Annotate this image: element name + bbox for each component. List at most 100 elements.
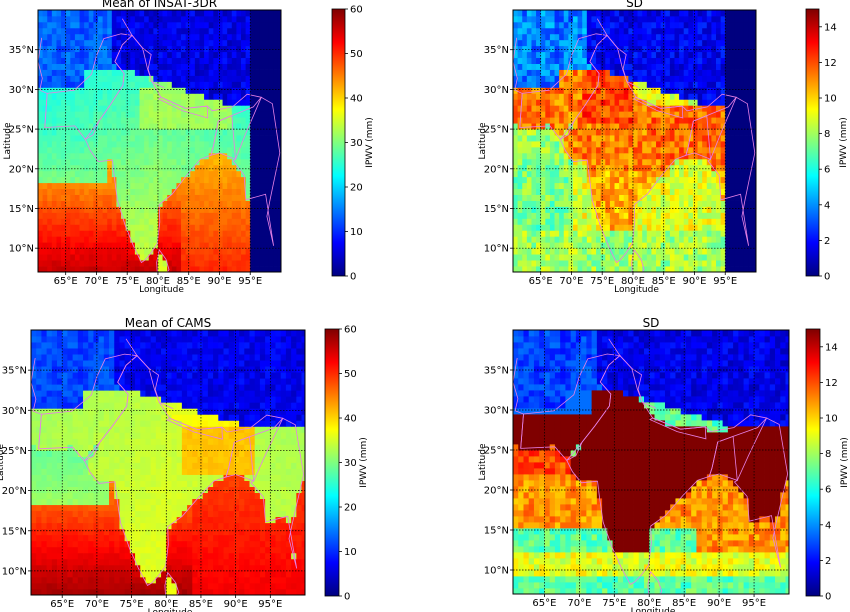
heatmap-cell <box>217 93 223 100</box>
heatmap-cell <box>93 588 100 595</box>
heatmap-cell <box>102 87 108 94</box>
heatmap-cell <box>706 10 712 17</box>
heatmap-cell <box>572 242 578 249</box>
heatmap-cell <box>628 15 634 23</box>
heatmap-cell <box>706 200 712 207</box>
heatmap-cell <box>545 266 551 272</box>
heatmap-cell <box>609 105 615 112</box>
heatmap-cell <box>517 33 523 41</box>
heatmap-cell <box>74 224 80 231</box>
heatmap-cell <box>250 123 256 130</box>
heatmap-cell <box>148 63 154 70</box>
heatmap-cell <box>250 182 256 190</box>
heatmap-cell <box>190 81 196 88</box>
heatmap-cell <box>277 129 281 136</box>
heatmap-cell <box>153 164 159 172</box>
heatmap-cell <box>609 45 615 53</box>
heatmap-cell <box>176 33 182 41</box>
heatmap-cell <box>236 123 242 130</box>
heatmap-cell <box>522 218 528 225</box>
heatmap-cell <box>208 27 214 35</box>
heatmap-cell <box>632 242 638 249</box>
heatmap-cell <box>93 200 99 207</box>
heatmap-cell <box>268 212 274 219</box>
heatmap-cell <box>614 15 620 23</box>
heatmap-cell <box>202 576 209 584</box>
heatmap-cell <box>227 15 233 23</box>
heatmap-cell <box>568 146 574 154</box>
heatmap-cell <box>554 212 560 219</box>
heatmap-cell <box>531 206 537 213</box>
heatmap-cell <box>513 117 519 124</box>
heatmap-cell <box>660 164 666 172</box>
heatmap-cell <box>157 254 163 261</box>
heatmap-cell <box>176 254 182 261</box>
heatmap-cell <box>748 63 754 70</box>
heatmap-cell <box>47 111 53 118</box>
heatmap-cell <box>559 146 565 154</box>
heatmap-cell <box>642 10 648 17</box>
heatmap-cell <box>702 248 708 255</box>
heatmap-cell <box>563 51 569 59</box>
heatmap-cell <box>277 111 281 118</box>
heatmap-cell <box>545 33 551 41</box>
heatmap-cell <box>259 45 265 53</box>
heatmap-cell <box>513 81 519 88</box>
heatmap-cell <box>517 266 523 272</box>
heatmap-cell <box>61 146 67 154</box>
heatmap-cell <box>245 146 251 154</box>
heatmap-cell <box>549 93 555 100</box>
heatmap-cell <box>111 206 117 213</box>
heatmap-cell <box>107 254 113 261</box>
heatmap-cell <box>194 123 200 130</box>
heatmap-cell <box>559 170 565 178</box>
heatmap-cell <box>739 129 745 136</box>
heatmap-cell <box>42 218 48 225</box>
heatmap-cell <box>190 111 196 118</box>
heatmap-cell <box>102 117 108 124</box>
heatmap-cell <box>729 230 735 237</box>
heatmap-cell <box>619 10 625 17</box>
heatmap-cell <box>102 266 108 272</box>
heatmap-cell <box>167 21 173 29</box>
heatmap-cell <box>125 254 131 261</box>
heatmap-cell <box>582 200 588 207</box>
heatmap-cell <box>79 170 85 178</box>
heatmap-cell <box>660 194 666 201</box>
heatmap-cell <box>217 105 223 112</box>
heatmap-cell <box>545 111 551 118</box>
heatmap-cell <box>139 242 145 249</box>
heatmap-cell <box>605 51 611 59</box>
heatmap-cell <box>586 75 592 82</box>
heatmap-cell <box>720 57 726 64</box>
heatmap-cell <box>656 123 662 130</box>
heatmap-cell <box>61 248 67 255</box>
heatmap-cell <box>739 218 745 225</box>
heatmap-cell <box>70 170 76 178</box>
heatmap-cell <box>706 81 712 88</box>
heatmap-cell <box>42 194 48 201</box>
heatmap-cell <box>628 135 634 142</box>
heatmap-cell <box>208 33 214 41</box>
heatmap-cell <box>107 63 113 70</box>
heatmap-cell <box>628 141 634 148</box>
heatmap-cell <box>88 206 94 213</box>
heatmap-cell <box>88 45 94 53</box>
heatmap-cell <box>194 182 200 190</box>
heatmap-cell <box>646 51 652 59</box>
heatmap-cell <box>665 254 671 261</box>
heatmap-cell <box>563 69 569 76</box>
heatmap-cell <box>554 254 560 261</box>
heatmap-cell <box>38 176 44 184</box>
heatmap-cell <box>513 170 519 178</box>
heatmap-cell <box>692 266 698 272</box>
heatmap-cell <box>111 111 117 118</box>
heatmap-cell <box>716 141 722 148</box>
heatmap-cell <box>568 123 574 130</box>
heatmap-cell <box>97 111 103 118</box>
heatmap-cell <box>61 164 67 172</box>
heatmap-cell <box>130 15 136 23</box>
heatmap-cell <box>549 230 555 237</box>
heatmap-cell <box>637 105 643 112</box>
heatmap-cell <box>171 218 177 225</box>
